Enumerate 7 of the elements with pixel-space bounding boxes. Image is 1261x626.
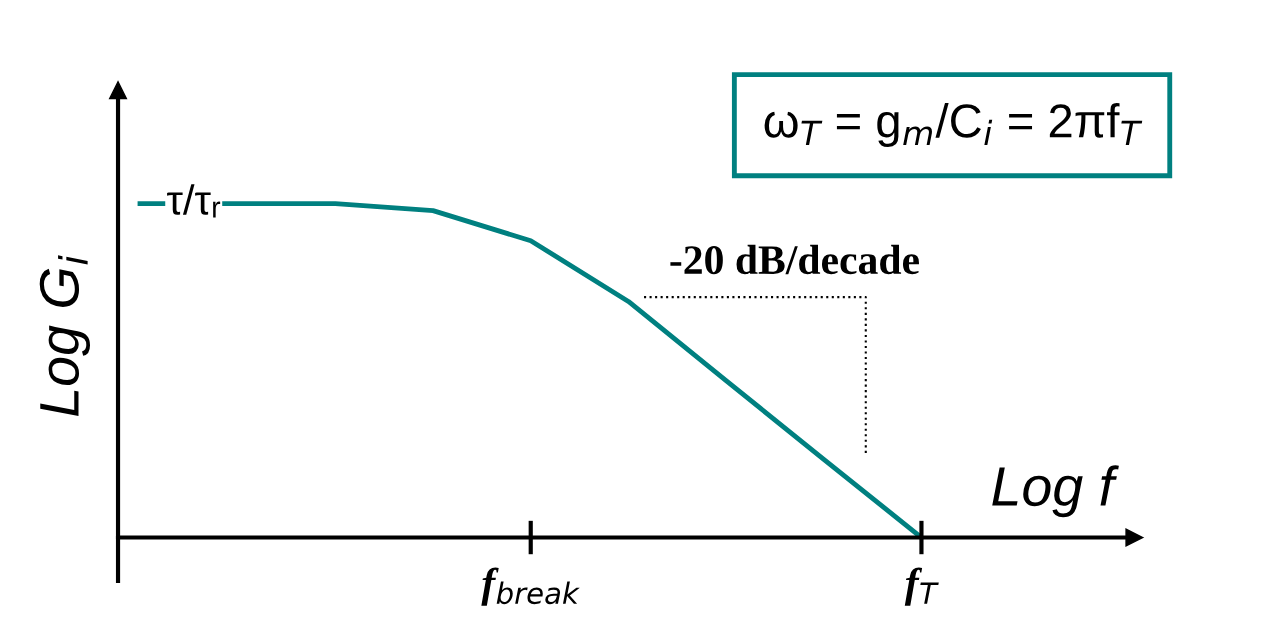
x-axis-title: Log f <box>992 465 1119 518</box>
y-axis-title: Log G$_{i}$ <box>39 255 91 417</box>
annotation: -20 dB/decade <box>670 244 919 275</box>
x-tick-label: f$_{break}$ <box>481 567 580 606</box>
text: ω$_{T}$ = g$_{m}$/C$_{i}$ = 2πf$_{T}$ <box>764 103 1143 148</box>
annotation: τ/τᵣ <box>167 184 221 218</box>
x-tick-label: f$_{T}$ <box>904 567 939 606</box>
